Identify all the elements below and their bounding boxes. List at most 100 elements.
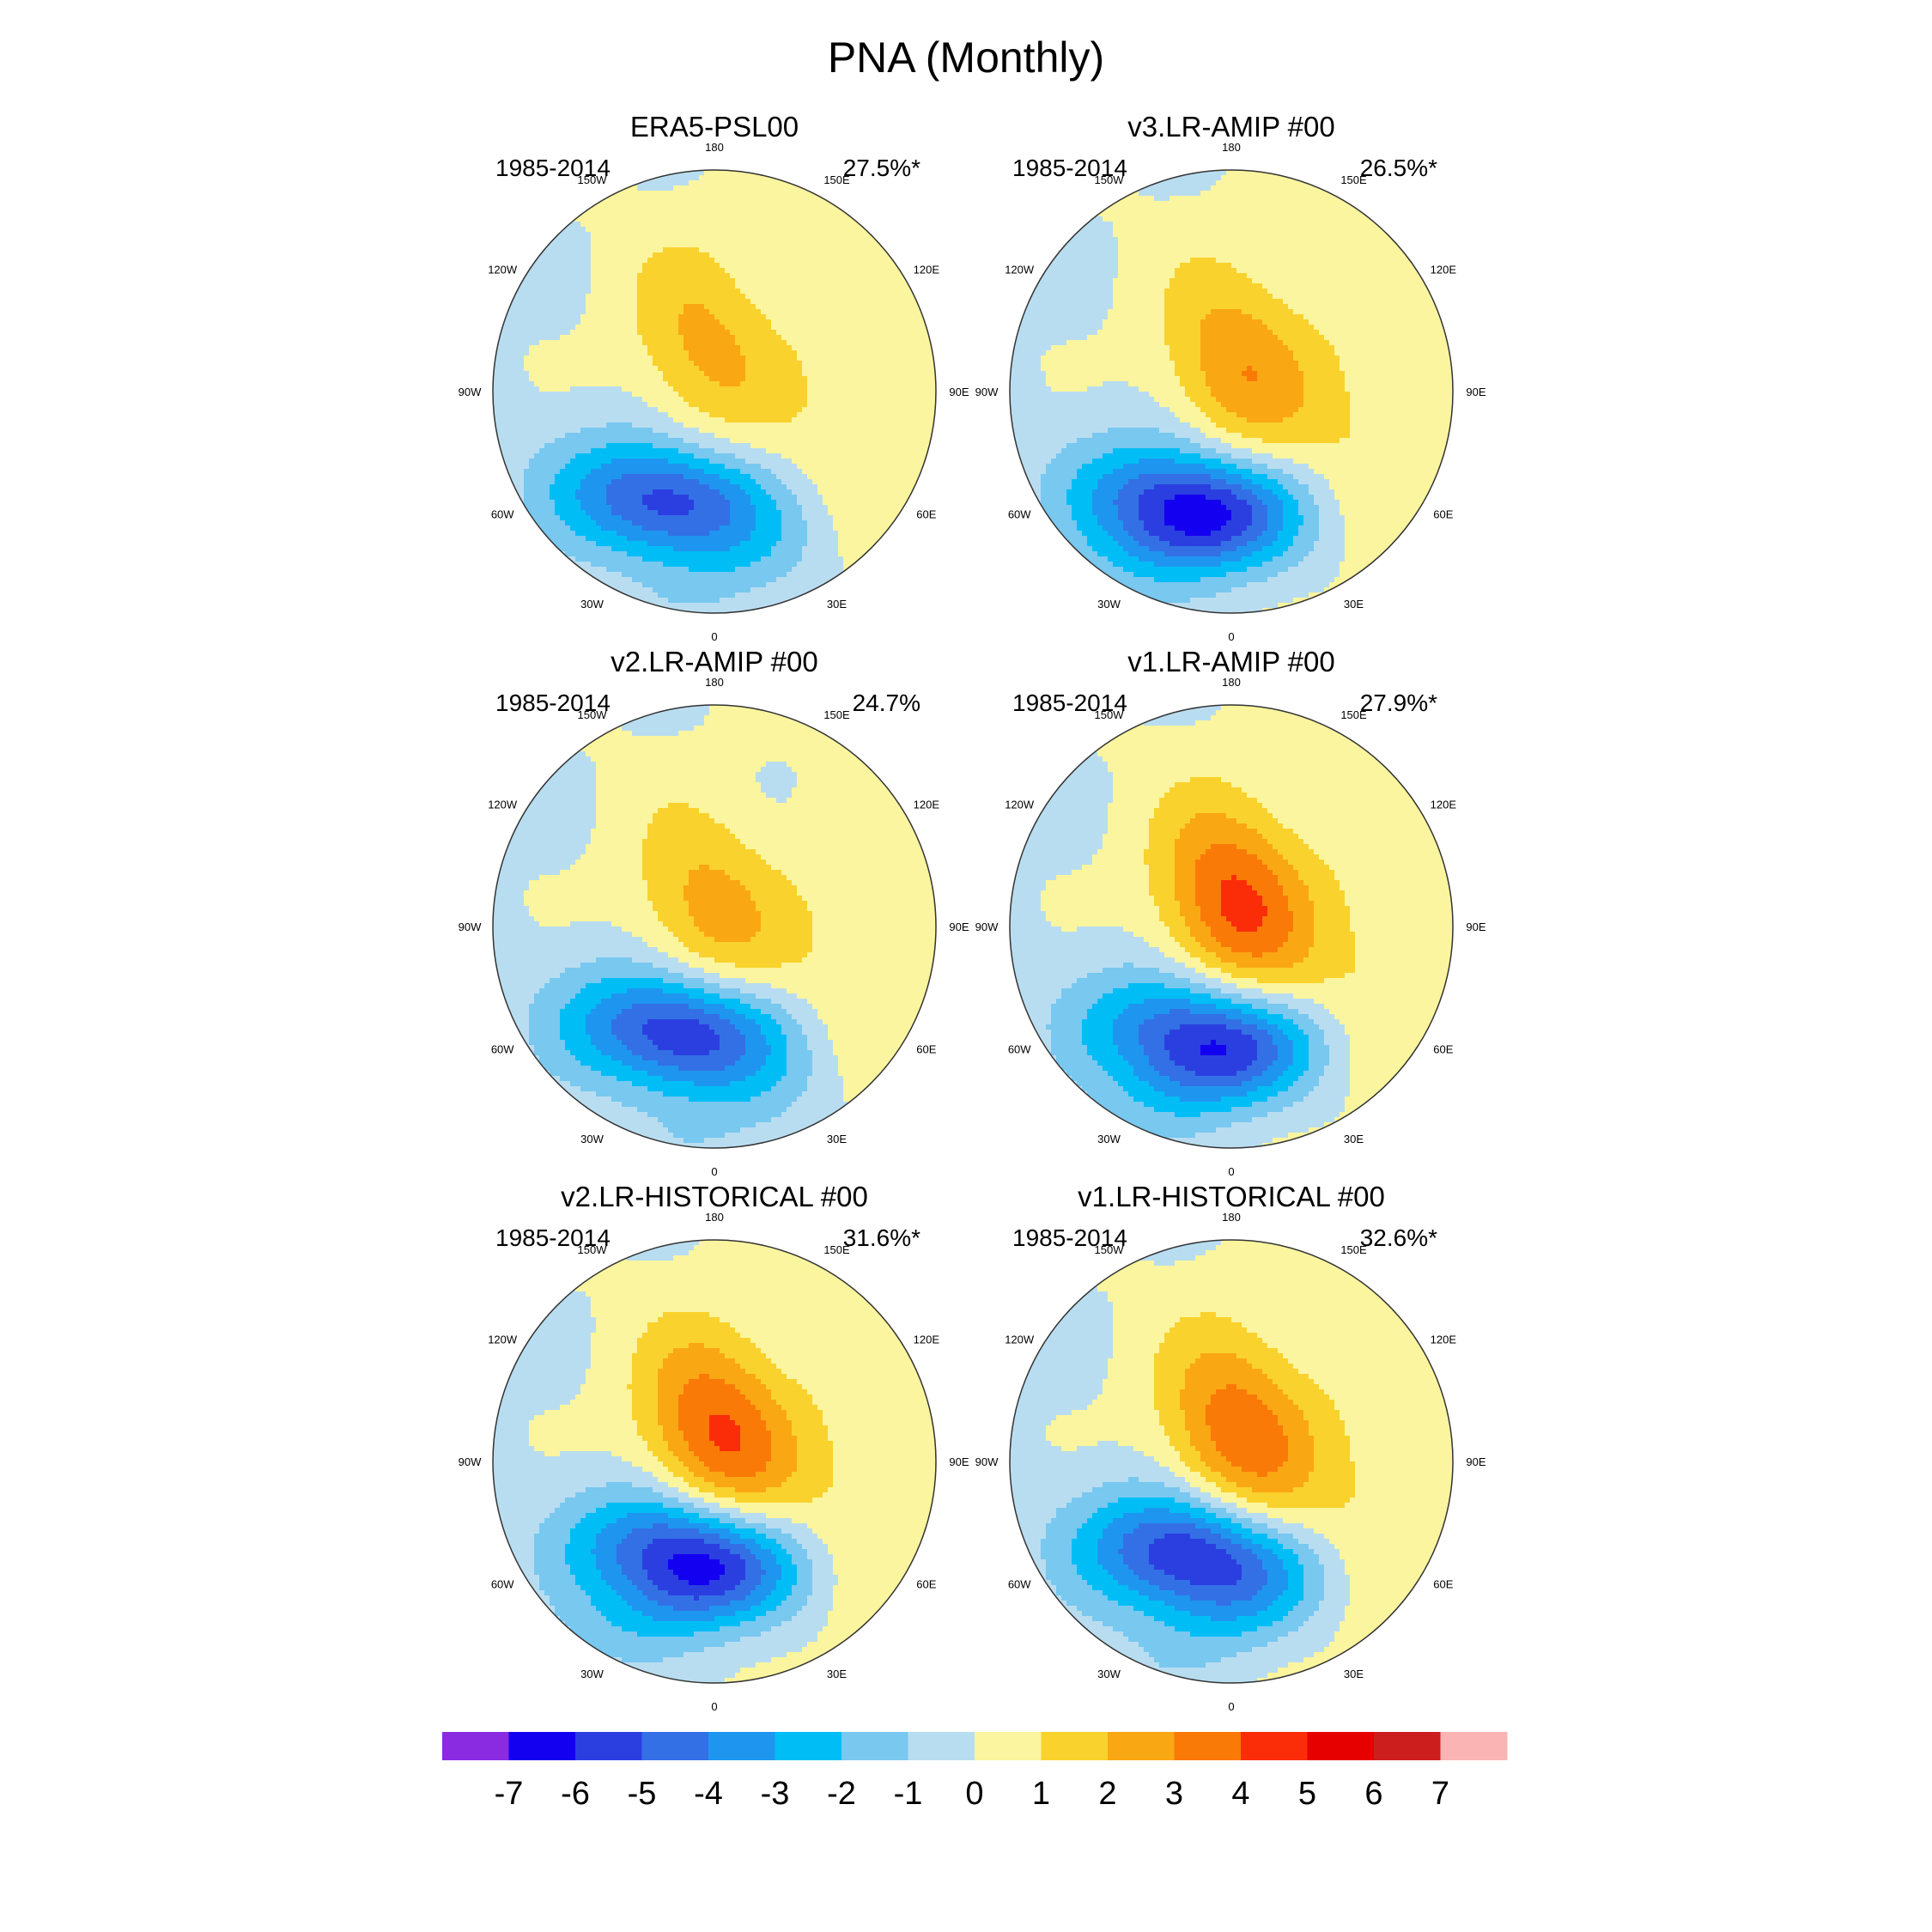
field-cell (580, 237, 586, 243)
field-cell (787, 283, 793, 289)
field-cell (756, 180, 762, 186)
field-cell (570, 376, 576, 382)
field-cell (658, 330, 664, 336)
field-cell (570, 361, 576, 367)
field-cell (771, 222, 777, 228)
field-cell (802, 314, 808, 320)
field-cell (802, 289, 808, 295)
field-cell (529, 397, 535, 403)
field-cell (627, 495, 633, 501)
field-cell (787, 345, 793, 351)
field-cell (529, 289, 535, 295)
field-cell (575, 484, 581, 490)
field-cell (658, 232, 664, 238)
field-cell (591, 263, 597, 269)
field-cell (910, 345, 916, 351)
field-cell (776, 433, 782, 439)
field-cell (580, 335, 586, 341)
field-cell (905, 459, 911, 465)
field-cell (740, 402, 746, 408)
field-cell (817, 252, 823, 258)
field-cell (704, 422, 710, 428)
field-cell (565, 412, 571, 418)
field-cell (776, 330, 782, 336)
field-cell (781, 335, 787, 341)
field-cell (817, 258, 823, 264)
field-cell (766, 500, 772, 506)
field-cell (890, 422, 896, 428)
field-cell (787, 402, 793, 408)
field-cell (884, 268, 890, 274)
field-cell (637, 325, 643, 331)
field-cell (689, 309, 695, 315)
field-cell (771, 180, 777, 186)
field-cell (529, 392, 535, 398)
field-cell (699, 453, 705, 459)
field-cell (627, 289, 633, 295)
field-cell (570, 505, 576, 511)
field-cell (550, 417, 556, 423)
field-cell (864, 417, 870, 423)
field-cell (683, 392, 690, 398)
field-cell (534, 330, 540, 336)
field-cell (792, 185, 798, 191)
field-cell (807, 376, 813, 382)
field-cell (864, 232, 870, 238)
field-cell (673, 180, 679, 186)
field-cell (890, 304, 896, 310)
field-cell (869, 453, 875, 459)
field-cell (756, 500, 762, 506)
field-cell (714, 211, 720, 217)
field-cell (920, 350, 927, 356)
field-cell (632, 443, 638, 449)
field-cell (890, 325, 896, 331)
field-cell (519, 422, 525, 428)
field-cell (920, 433, 927, 439)
field-cell (498, 376, 504, 382)
field-cell (838, 505, 844, 511)
field-cell (611, 216, 617, 222)
field-cell (802, 242, 808, 248)
field-cell (580, 397, 586, 403)
field-cell (890, 417, 896, 423)
field-cell (828, 222, 834, 228)
field-cell (854, 237, 860, 243)
field-cell (508, 412, 514, 418)
field-cell (534, 376, 540, 382)
field-cell (539, 273, 545, 279)
field-cell (792, 345, 798, 351)
field-cell (627, 185, 633, 191)
field-cell (766, 459, 772, 465)
field-cell (606, 196, 612, 202)
field-cell (632, 283, 638, 289)
field-cell (864, 330, 870, 336)
field-cell (580, 350, 586, 356)
field-cell (817, 314, 823, 320)
field-cell (637, 196, 643, 202)
field-cell (920, 330, 927, 336)
field-cell (787, 392, 793, 398)
field-cell (678, 185, 684, 191)
field-cell (560, 386, 566, 392)
field-cell (910, 474, 916, 480)
field-cell (854, 397, 860, 403)
field-cell (720, 392, 726, 398)
field-cell (848, 417, 854, 423)
field-cell (668, 459, 674, 465)
field-cell (817, 294, 823, 300)
field-cell (725, 263, 731, 269)
field-cell (647, 294, 653, 300)
field-cell (632, 386, 638, 392)
field-cell (596, 428, 602, 434)
field-cell (761, 263, 767, 269)
field-cell (632, 495, 638, 501)
field-cell (709, 381, 715, 387)
field-cell (642, 422, 648, 428)
field-cell (606, 304, 612, 310)
field-cell (663, 371, 669, 377)
field-cell (683, 443, 690, 449)
field-cell (508, 350, 514, 356)
field-cell (905, 386, 911, 392)
field-cell (735, 299, 741, 305)
field-cell (900, 459, 906, 465)
